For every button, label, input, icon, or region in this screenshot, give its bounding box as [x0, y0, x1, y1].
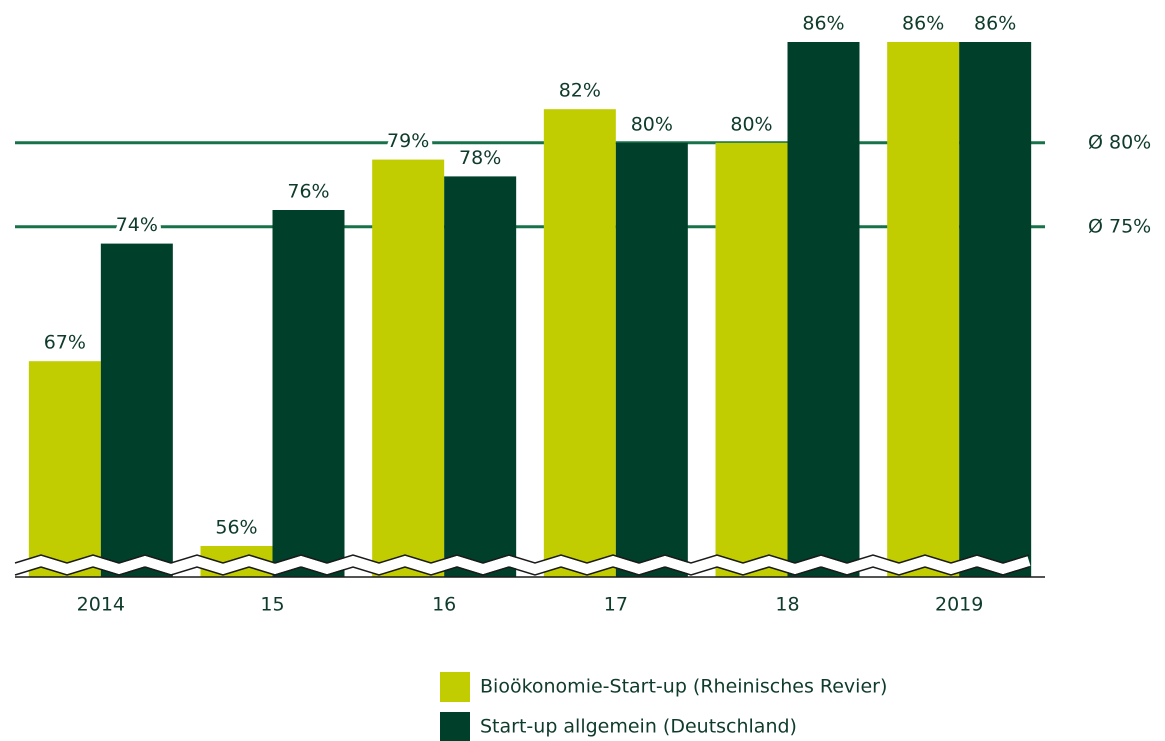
- x-tick-label: 2014: [77, 594, 125, 616]
- axis-break: [13, 555, 1031, 575]
- value-label: 82%: [559, 80, 601, 102]
- x-tick-label: 15: [260, 594, 284, 616]
- value-label: 80%: [730, 113, 772, 135]
- bar: [959, 42, 1032, 577]
- bar: [372, 159, 445, 577]
- value-label: 86%: [802, 13, 844, 35]
- value-label: 86%: [974, 13, 1016, 35]
- bar: [543, 109, 616, 577]
- value-label: 56%: [215, 517, 257, 539]
- reference-label: Ø 80%: [1088, 131, 1151, 153]
- bar: [100, 243, 173, 577]
- bar: [887, 42, 960, 577]
- legend-swatch: [440, 712, 470, 741]
- axis-break-line: [14, 566, 1030, 576]
- legend-swatch: [440, 672, 470, 702]
- x-tick-label: 16: [432, 594, 456, 616]
- x-tick-label: 17: [604, 594, 628, 616]
- axis-break-line: [14, 554, 1030, 564]
- value-label: 67%: [44, 332, 86, 354]
- value-label: 80%: [631, 113, 673, 135]
- value-label: 86%: [902, 13, 944, 35]
- legend-label: Bioökonomie-Start-up (Rheinisches Revier…: [480, 676, 887, 698]
- value-label: 79%: [387, 130, 429, 152]
- bar: [715, 142, 788, 578]
- reference-label: Ø 75%: [1088, 215, 1151, 237]
- x-tick-label: 18: [775, 594, 799, 616]
- x-tick-label: 2019: [935, 594, 983, 616]
- legend-label: Start-up allgemein (Deutschland): [480, 716, 797, 738]
- bar: [28, 361, 101, 577]
- bar: [272, 210, 345, 577]
- value-label: 76%: [287, 181, 329, 203]
- value-label: 78%: [459, 147, 501, 169]
- value-label: 74%: [116, 214, 158, 236]
- bar: [444, 176, 517, 577]
- bar: [615, 142, 688, 578]
- bar: [787, 42, 860, 577]
